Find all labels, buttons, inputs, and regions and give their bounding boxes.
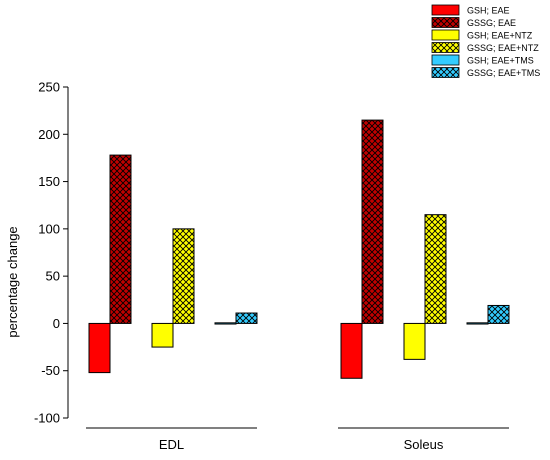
legend-swatch (431, 29, 460, 41)
bar-soleus-series-3 (424, 214, 447, 324)
legend-label: GSSG; EAE+TMS (467, 68, 540, 78)
y-tick-label: -100 (34, 411, 60, 426)
y-axis-title: percentage change (5, 226, 20, 337)
bar-soleus-series-2 (403, 322, 426, 360)
y-tick-label: 250 (38, 80, 60, 95)
y-tick-label: 200 (38, 127, 60, 142)
y-tick-label: 0 (53, 316, 60, 331)
legend-swatch (431, 42, 460, 53)
y-tick-label: 100 (38, 221, 60, 236)
legend-swatch (431, 67, 460, 78)
legend-label: GSSG; EAE (467, 18, 516, 28)
category-label: Soleus (404, 437, 444, 452)
bar-soleus-series-5 (487, 304, 510, 324)
category-label: EDL (159, 437, 184, 452)
legend-label: GSH; EAE+NTZ (467, 31, 533, 41)
legend-label: GSH; EAE+TMS (467, 56, 534, 66)
y-tick-label: 50 (46, 269, 60, 284)
y-tick-label: -50 (41, 363, 60, 378)
bar-edl-series-2 (151, 322, 174, 348)
legend-swatch (431, 54, 460, 66)
y-tick-label: 150 (38, 174, 60, 189)
bar-edl-series-1 (109, 154, 132, 324)
legend-swatch (431, 4, 460, 16)
bar-edl-series-5 (235, 312, 258, 324)
legend-label: GSSG; EAE+NTZ (467, 43, 539, 53)
legend-label: GSH; EAE (467, 6, 510, 16)
bar-edl-series-0 (88, 322, 111, 374)
legend-swatch (431, 17, 460, 28)
bar-edl-series-3 (172, 228, 195, 324)
bar-soleus-series-0 (340, 322, 363, 379)
bar-soleus-series-1 (361, 119, 384, 324)
